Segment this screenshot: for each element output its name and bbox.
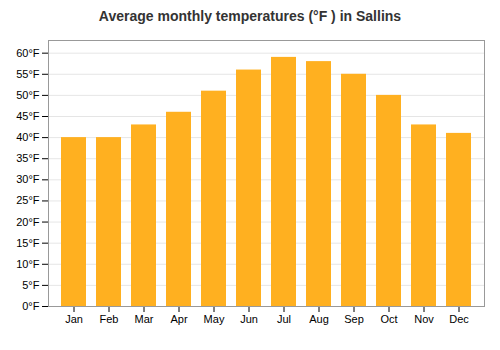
svg-text:55°F: 55°F [16, 68, 40, 80]
svg-text:30°F: 30°F [16, 173, 40, 185]
svg-text:Jul: Jul [277, 313, 291, 325]
svg-text:Feb: Feb [100, 313, 119, 325]
svg-text:15°F: 15°F [16, 237, 40, 249]
svg-text:35°F: 35°F [16, 152, 40, 164]
svg-text:50°F: 50°F [16, 89, 40, 101]
svg-text:0°F: 0°F [22, 300, 40, 312]
svg-text:Jun: Jun [240, 313, 258, 325]
svg-text:Dec: Dec [449, 313, 469, 325]
svg-text:45°F: 45°F [16, 110, 40, 122]
svg-text:Nov: Nov [414, 313, 434, 325]
svg-text:Jan: Jan [65, 313, 83, 325]
svg-text:Oct: Oct [380, 313, 397, 325]
svg-text:Apr: Apr [170, 313, 187, 325]
svg-text:10°F: 10°F [16, 258, 40, 270]
svg-text:Aug: Aug [309, 313, 329, 325]
svg-text:60°F: 60°F [16, 47, 40, 59]
svg-text:40°F: 40°F [16, 131, 40, 143]
svg-text:5°F: 5°F [22, 279, 40, 291]
svg-text:Mar: Mar [135, 313, 154, 325]
html-text:Average monthly temperatures (: Average monthly temperatures (°F ) in Sa… [98, 8, 402, 24]
svg-text:25°F: 25°F [16, 194, 40, 206]
svg-text:20°F: 20°F [16, 216, 40, 228]
svg-text:Sep: Sep [344, 313, 364, 325]
svg-text:May: May [204, 313, 225, 325]
